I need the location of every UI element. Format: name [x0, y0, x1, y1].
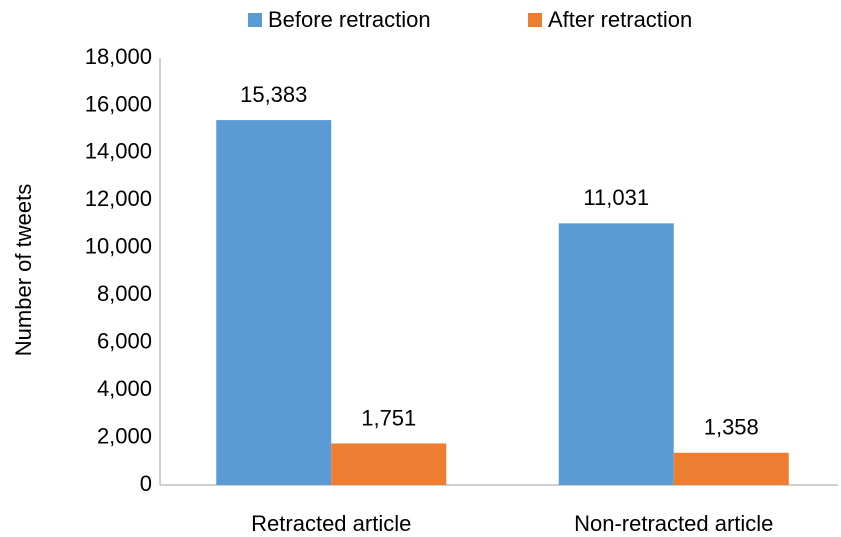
- y-tick-label: 18,000: [85, 44, 152, 69]
- bar: [331, 443, 447, 485]
- legend-swatch: [248, 13, 262, 27]
- legend-label: Before retraction: [268, 7, 431, 32]
- y-tick-label: 2,000: [97, 423, 152, 448]
- data-label: 1,751: [361, 405, 416, 430]
- x-tick-label: Retracted article: [251, 511, 411, 536]
- y-tick-label: 4,000: [97, 376, 152, 401]
- y-tick-label: 8,000: [97, 281, 152, 306]
- y-tick-label: 6,000: [97, 328, 152, 353]
- bar: [216, 120, 332, 485]
- x-tick-label: Non-retracted article: [574, 511, 773, 536]
- y-tick-label: 0: [140, 471, 152, 496]
- legend-swatch: [528, 13, 542, 27]
- bar: [558, 223, 674, 485]
- y-tick-label: 16,000: [85, 91, 152, 116]
- y-tick-label: 12,000: [85, 186, 152, 211]
- data-label: 1,358: [704, 415, 759, 440]
- data-label: 11,031: [583, 185, 649, 210]
- legend-label: After retraction: [548, 7, 692, 32]
- bar: [673, 452, 789, 485]
- y-tick-label: 10,000: [85, 234, 152, 259]
- y-axis-title: Number of tweets: [11, 184, 36, 356]
- y-tick-label: 14,000: [85, 139, 152, 164]
- data-label: 15,383: [240, 82, 307, 107]
